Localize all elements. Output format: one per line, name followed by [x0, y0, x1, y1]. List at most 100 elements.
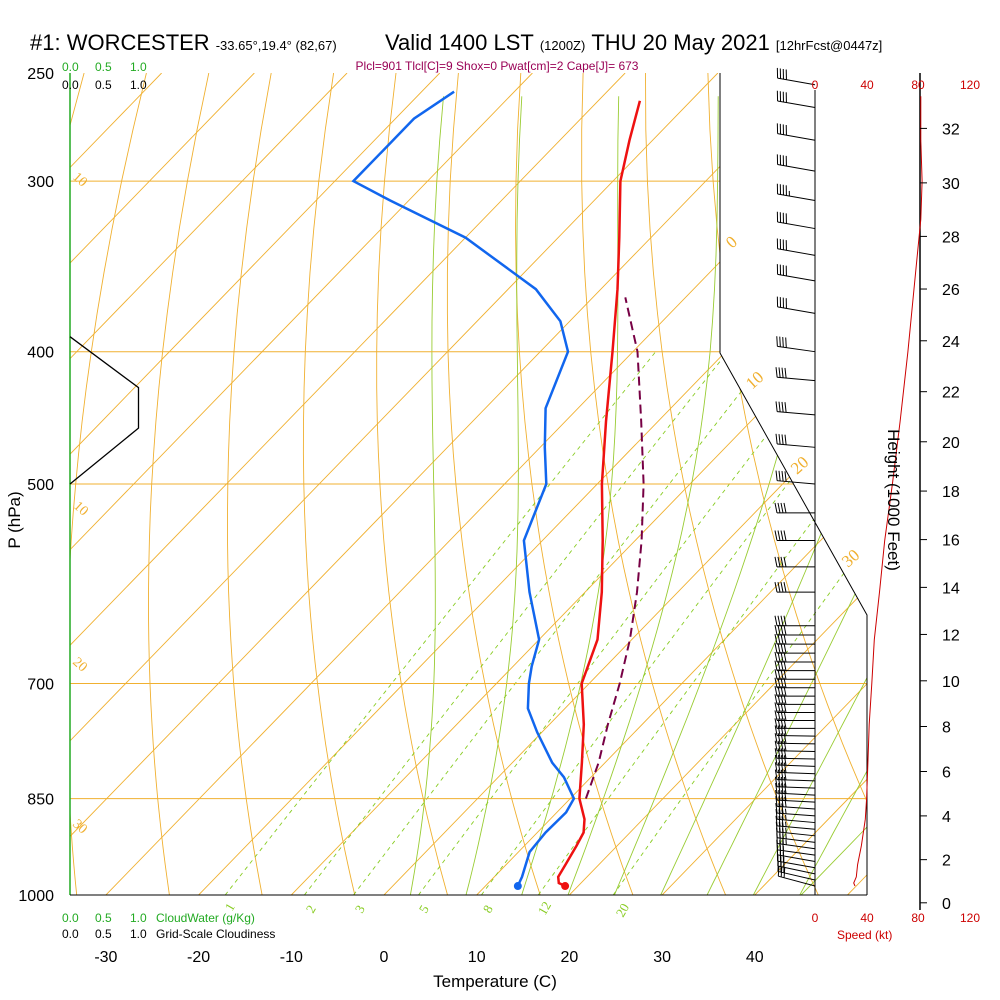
- cloud-cover-bottom-0: 0.0: [62, 927, 79, 941]
- wind-barb: [774, 624, 815, 636]
- speed-top-120: 120: [960, 78, 980, 92]
- mixing-ratio-label-5: 5: [416, 902, 432, 915]
- wind-barb: [774, 769, 816, 782]
- dry-adiabat-line: [957, 73, 1000, 895]
- wind-barb: [776, 264, 816, 282]
- temperature-ticks: -30 -20 -10 0 10 20 30 40: [94, 949, 763, 966]
- wind-barb: [774, 582, 815, 593]
- wind-barb: [775, 470, 816, 485]
- wind-barb: [774, 754, 816, 767]
- wind-barb: [776, 154, 816, 172]
- wind-barb: [776, 336, 816, 353]
- height-tick-label: 28: [942, 229, 960, 246]
- wind-barb: [776, 211, 816, 230]
- moist-adiabat-line: [706, 96, 867, 895]
- height-tick-label: 14: [942, 580, 960, 597]
- height-tick-label: 24: [942, 334, 960, 351]
- isobars: [70, 180, 867, 800]
- wind-barb: [775, 789, 816, 803]
- cloud-cover-top-0: 0.0: [62, 78, 79, 92]
- wind-barb: [774, 740, 816, 752]
- cloud-water-top-05: 0.5: [95, 60, 112, 74]
- speed-top-40: 40: [860, 78, 874, 92]
- wind-speed-line: [853, 96, 923, 887]
- pressure-tick-label: 500: [27, 477, 54, 494]
- dry-adiabat-line: [832, 73, 867, 895]
- wind-barb: [776, 296, 816, 314]
- height-tick-label: 2: [942, 853, 951, 870]
- wind-barb: [776, 90, 816, 109]
- wind-barb: [774, 502, 815, 514]
- wind-barb: [774, 762, 816, 775]
- speed-top-0: 0: [812, 78, 819, 92]
- mixing-ratio-label-3: 3: [352, 902, 368, 915]
- pressure-ticks: 250 300 400 500 700 850 1000: [18, 66, 54, 905]
- isotherm-label-10: 10: [742, 367, 767, 392]
- temperature-line: [556, 100, 642, 888]
- speed-bottom-120: 120: [960, 911, 980, 925]
- wind-barb: [775, 815, 816, 830]
- cloud-cover-top-05: 0.5: [95, 78, 112, 92]
- dry-adiabat-line: [581, 73, 727, 895]
- moist-adiabat-line: [613, 96, 836, 895]
- mixing-ratio-line: [481, 351, 867, 895]
- wind-barb: [774, 556, 815, 568]
- x-axis-title: Temperature (C): [433, 972, 557, 991]
- cloud-cover-profile: [69, 336, 140, 485]
- speed-top-80: 80: [911, 78, 925, 92]
- pressure-tick-label: 300: [27, 174, 54, 191]
- pressure-tick-label: 850: [27, 792, 54, 809]
- surface-dewpoint-marker: [513, 882, 522, 891]
- isotherm-line: [661, 73, 867, 895]
- wind-barb: [775, 782, 816, 796]
- dry-adiabat-line: [302, 73, 356, 895]
- height-tick-label: 0: [942, 896, 951, 913]
- plot-frame: [719, 73, 868, 895]
- moist-adiabat-line: [521, 96, 620, 895]
- wind-barb: [774, 615, 815, 627]
- dry-adiabat-line: [515, 73, 634, 895]
- height-tick-label: 4: [942, 809, 951, 826]
- mixing-ratio-label-20: 20: [613, 901, 632, 920]
- height-tick-label: 8: [942, 719, 951, 736]
- cloud-cover-label: Grid-Scale Cloudiness: [156, 927, 275, 941]
- mixing-ratio-line: [418, 351, 832, 895]
- wind-barb: [775, 809, 816, 824]
- temperature-tick-label: -30: [94, 949, 117, 966]
- valid-time: Valid 1400 LST (1200Z) THU 20 May 2021 [12h…: [385, 30, 882, 55]
- cloud-cover-label-1: 10: [69, 170, 89, 191]
- wind-barb: [776, 183, 816, 202]
- temperature-tick-label: -10: [280, 949, 303, 966]
- isotherm-label-20: 20: [787, 452, 812, 477]
- moist-adiabat-line: [799, 96, 867, 895]
- height-tick-label: 12: [942, 627, 960, 644]
- wind-barb: [774, 725, 816, 737]
- isotherm-line: [476, 73, 867, 895]
- isotherm-line: [70, 73, 441, 895]
- height-tick-label: 26: [942, 282, 960, 299]
- height-tick-label: 16: [942, 533, 960, 550]
- cloud-cover-label-3: 20: [69, 655, 89, 676]
- dry-adiabat-line: [227, 73, 272, 895]
- height-tick-label: 10: [942, 674, 960, 691]
- moist-adiabat-line: [753, 96, 867, 895]
- wind-barb: [776, 67, 816, 86]
- wind-barb: [774, 642, 815, 654]
- mixing-ratio-label-12: 12: [535, 899, 554, 918]
- temperature-tick-label: -20: [187, 949, 210, 966]
- temperature-tick-label: 0: [380, 949, 389, 966]
- moist-adiabat-line: [660, 96, 867, 895]
- wind-barb: [774, 669, 815, 680]
- parcel-line: [584, 297, 645, 799]
- cloud-water-top-1: 1.0: [130, 60, 147, 74]
- wind-barb: [775, 796, 816, 810]
- temperature-tick-label: 20: [561, 949, 579, 966]
- wind-barb: [774, 634, 815, 645]
- temperature-tick-label: 10: [468, 949, 486, 966]
- dewpoint-line: [351, 90, 576, 887]
- moist-adiabats: [409, 96, 867, 895]
- speed-axis-label: Speed (kt): [837, 928, 892, 942]
- height-tick-label: 30: [942, 176, 960, 193]
- cloud-cover-bottom-05: 0.5: [95, 927, 112, 941]
